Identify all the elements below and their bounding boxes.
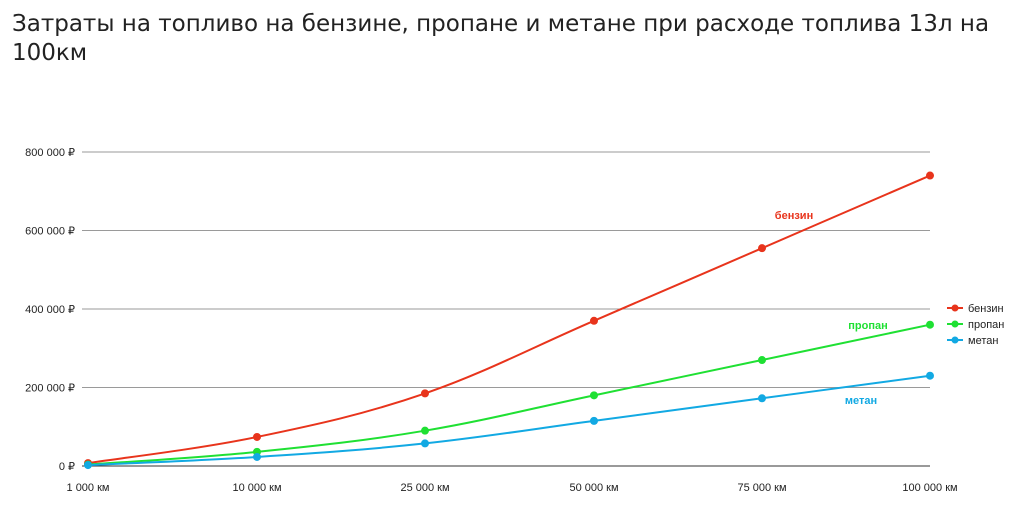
- x-tick-label: 10 000 км: [232, 482, 281, 494]
- data-point: [253, 432, 261, 441]
- data-point: [253, 452, 261, 461]
- x-tick-label: 50 000 км: [569, 482, 618, 494]
- data-point: [590, 316, 598, 325]
- data-point: [421, 439, 429, 448]
- data-point: [758, 356, 766, 365]
- series-label: пропан: [848, 320, 888, 332]
- legend-label: пропан: [968, 319, 1004, 331]
- y-tick-label: 600 000 ₽: [25, 226, 75, 238]
- data-point: [421, 389, 429, 398]
- data-point: [84, 461, 92, 470]
- series-line-бензин: [87, 174, 931, 465]
- x-tick-label: 1 000 км: [67, 482, 110, 494]
- data-point: [590, 391, 598, 400]
- legend-marker: [951, 304, 959, 312]
- legend-marker: [951, 336, 959, 344]
- series-label: бензин: [775, 210, 813, 222]
- y-tick-label: 0 ₽: [59, 461, 75, 473]
- data-point: [758, 394, 766, 403]
- data-point: [590, 416, 598, 425]
- legend-marker: [951, 320, 959, 328]
- y-tick-label: 800 000 ₽: [25, 147, 75, 159]
- series-label: метан: [845, 395, 877, 407]
- data-point: [421, 426, 429, 435]
- data-point: [926, 371, 934, 380]
- data-point: [926, 171, 934, 180]
- x-tick-label: 100 000 км: [902, 482, 957, 494]
- x-tick-label: 25 000 км: [400, 482, 449, 494]
- legend-label: бензин: [968, 303, 1004, 315]
- x-tick-label: 75 000 км: [737, 482, 786, 494]
- series-line-пропан: [87, 323, 931, 466]
- y-tick-label: 200 000 ₽: [25, 383, 75, 395]
- data-point: [758, 244, 766, 253]
- data-point: [926, 320, 934, 329]
- chart-title: Затраты на топливо на бензине, пропане и…: [12, 11, 990, 66]
- y-tick-label: 400 000 ₽: [25, 304, 75, 316]
- legend-label: метан: [968, 335, 998, 347]
- series-line-метан: [87, 374, 931, 467]
